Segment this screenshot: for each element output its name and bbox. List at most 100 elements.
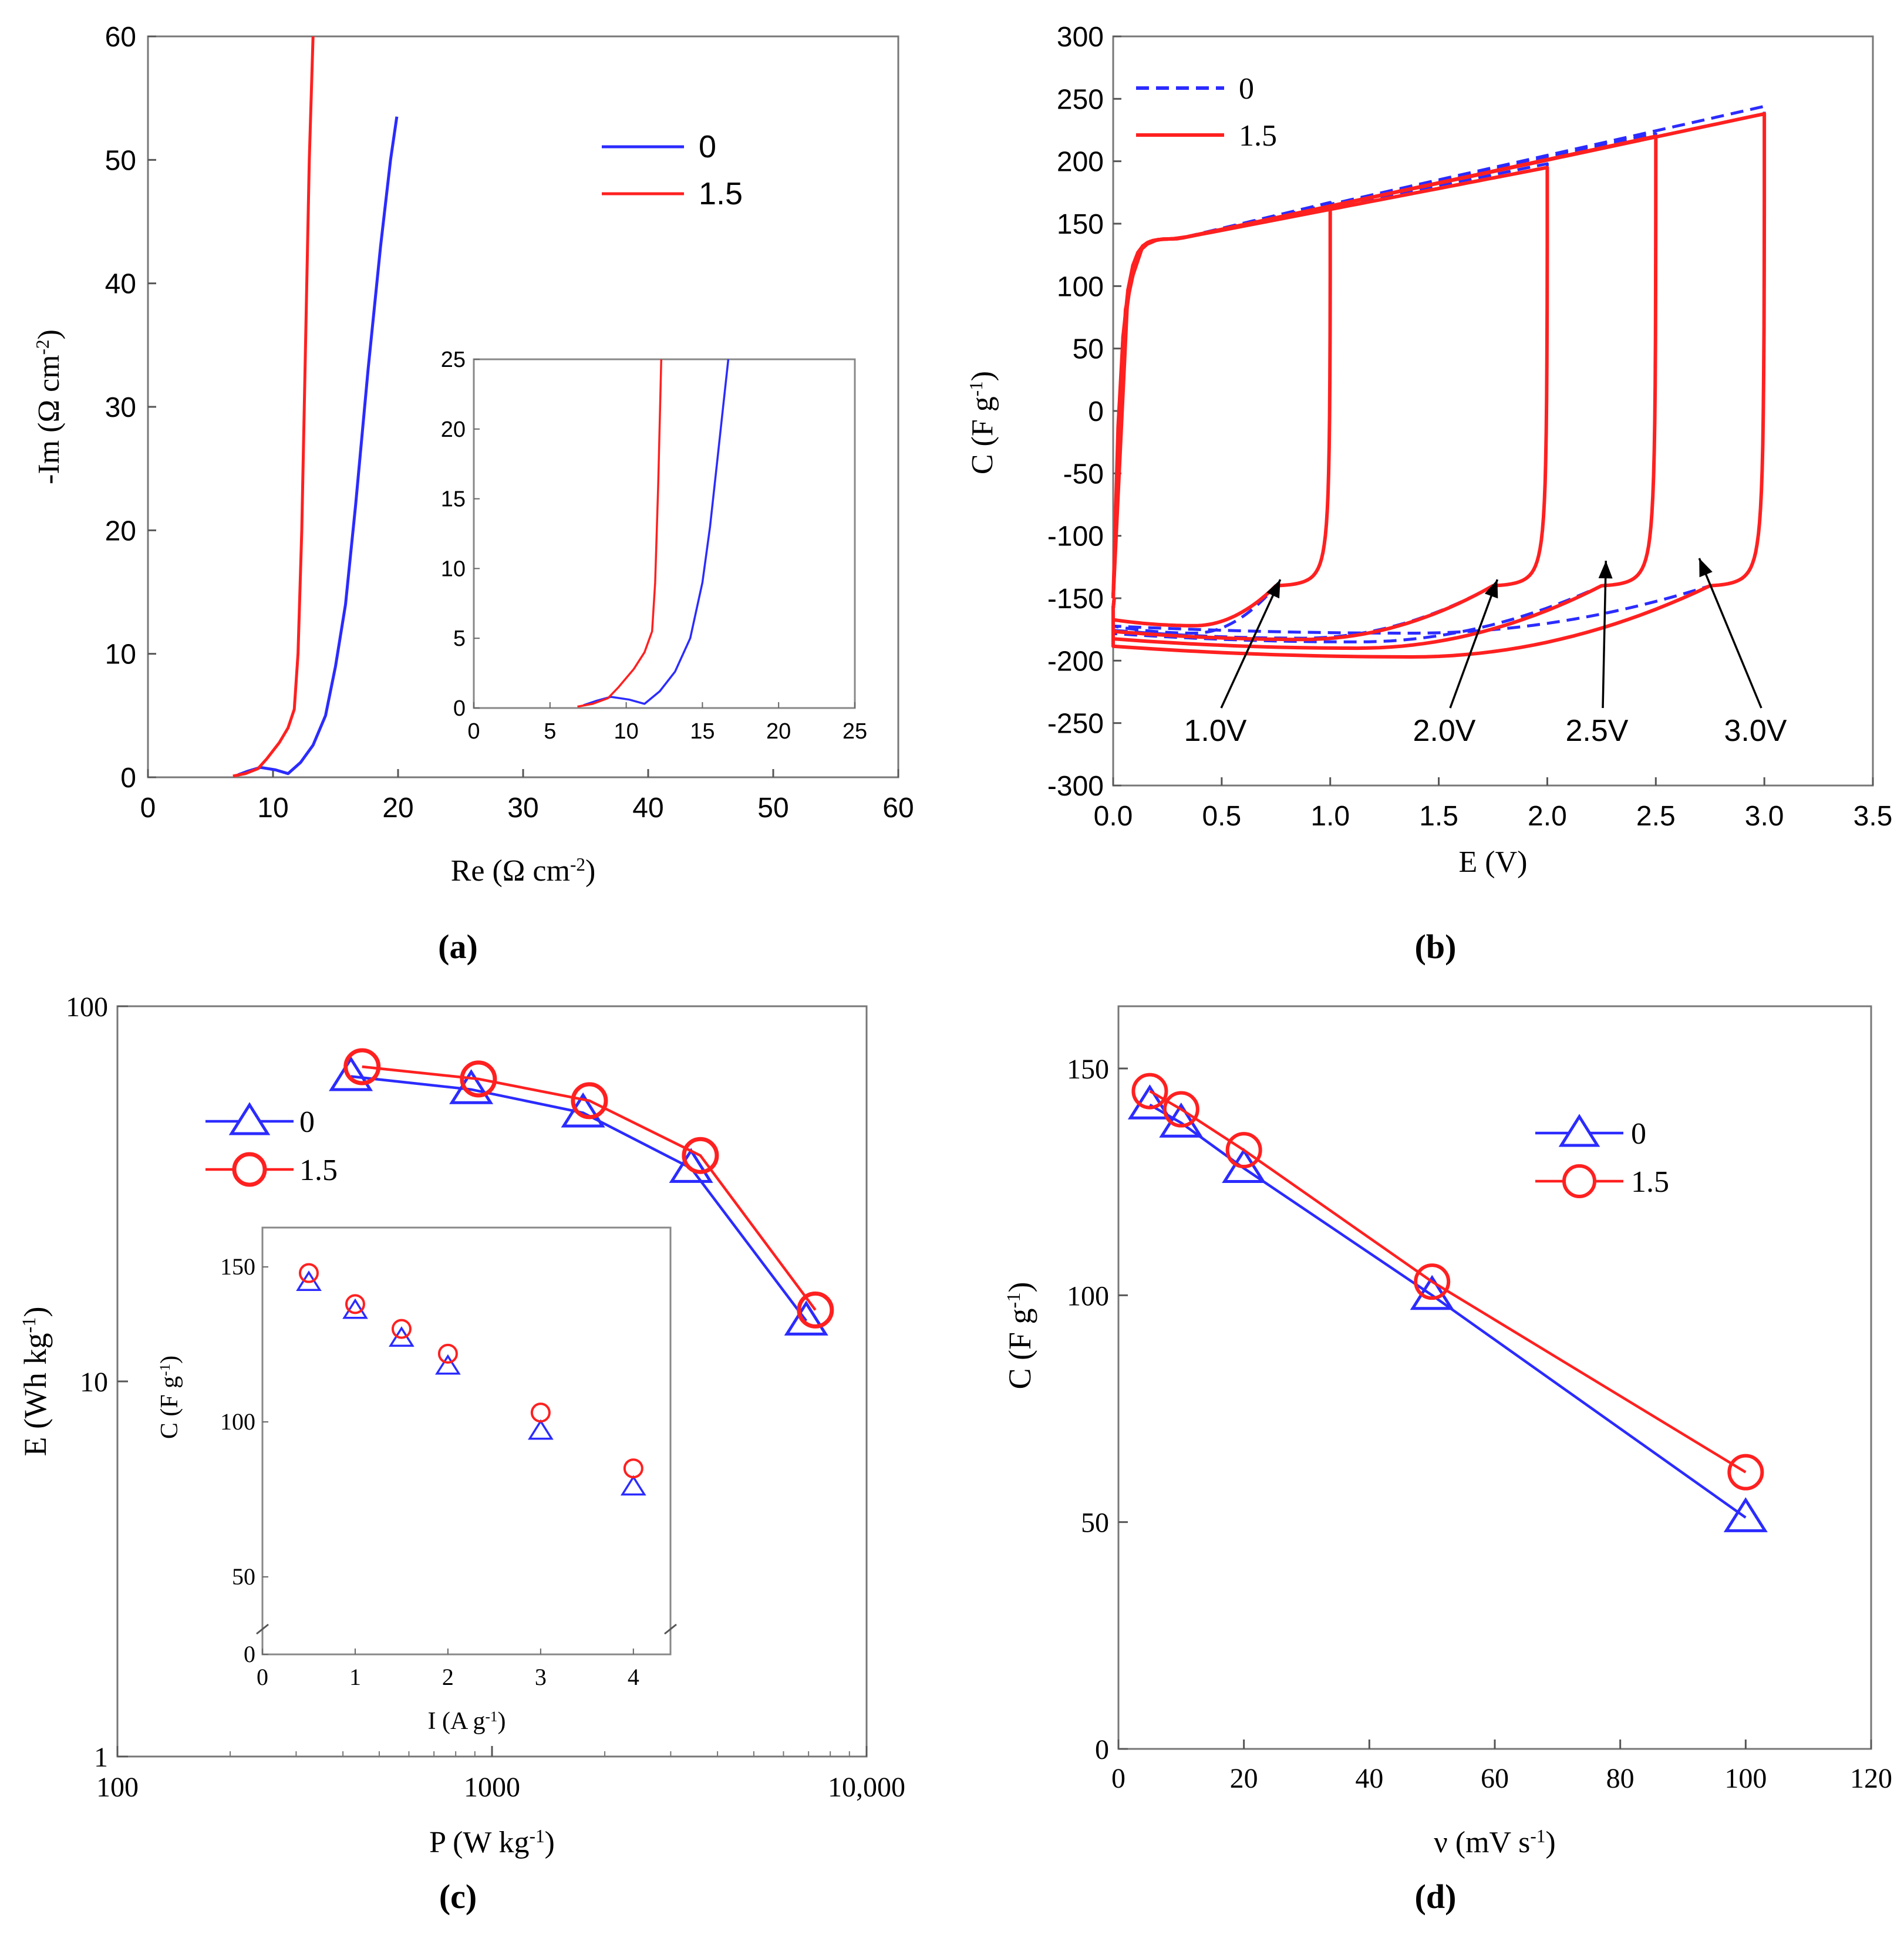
annotation-arrow-head	[1484, 579, 1498, 599]
x-tick-label: 100	[96, 1772, 139, 1803]
inset-y-tick-label: 10	[441, 557, 466, 581]
x-tick-label: 120	[1850, 1763, 1892, 1794]
x-tick-label: 1.0	[1310, 801, 1350, 832]
inset-y-tick-label: 25	[441, 348, 466, 372]
data-point-0	[561, 1092, 605, 1128]
voltage-annotation: 2.5V	[1566, 714, 1629, 748]
cv-loop-0-2.5	[1111, 132, 1657, 643]
y-tick-label: 40	[105, 269, 136, 300]
y-tick-label: 50	[105, 145, 136, 176]
inset-x-tick-label: 10	[614, 719, 638, 744]
inset-x-tick-label: 20	[766, 719, 791, 744]
inset-data-point-0	[342, 1298, 368, 1319]
inset-x-axis-label: I (A g-1)	[428, 1708, 506, 1735]
y-tick-label: 0	[1088, 396, 1104, 427]
inset-data-point-1.5	[530, 1403, 551, 1423]
inset-series-line-0	[583, 359, 730, 706]
inset-y-axis-label: C (F g-1)	[156, 1356, 183, 1439]
inset-y-tick-label: 0	[453, 696, 466, 721]
legend-label: 1.5	[1631, 1165, 1669, 1199]
x-tick-label: 0.0	[1094, 801, 1133, 832]
inset-x-tick-label: 0	[467, 719, 480, 744]
inset-x-tick-label: 1	[349, 1664, 361, 1690]
annotation-arrow-head	[1598, 561, 1613, 579]
inset-data-point-0	[435, 1354, 461, 1375]
series-line-1.5	[232, 36, 315, 778]
legend-label: 0	[699, 129, 716, 164]
inset-y-tick-label: 50	[232, 1563, 255, 1590]
inset-data-point-1.5	[437, 1343, 458, 1364]
x-tick-label: 40	[1355, 1763, 1383, 1794]
x-tick-label: 3.5	[1854, 801, 1893, 832]
y-tick-label: -150	[1047, 584, 1104, 615]
annotation-arrow-head	[1266, 579, 1280, 599]
x-axis-label: E (V)	[1459, 845, 1528, 879]
legend-label: 0	[1239, 72, 1254, 106]
cv-loop-1.5-2	[1111, 166, 1549, 642]
data-point-1.5	[797, 1291, 834, 1329]
panel-labels: (a) (b) (c) (d)	[438, 928, 1456, 1916]
plot-frame	[1112, 35, 1874, 787]
legend-label: 1.5	[699, 176, 743, 211]
x-tick-label: 2.5	[1636, 801, 1676, 832]
y-axis-label: C (F g-1)	[966, 371, 1000, 474]
x-tick-label: 0	[140, 793, 156, 824]
panel-label-a: (a)	[438, 928, 478, 966]
y-tick-label: 300	[1057, 22, 1104, 53]
y-tick-label: -200	[1047, 646, 1104, 677]
data-point-0	[1723, 1497, 1768, 1532]
voltage-annotation: 2.0V	[1413, 714, 1476, 748]
legend-marker-1.5	[232, 1152, 267, 1187]
panel-b: 0.0 0.5 1.0 1.5 2.0 2.5 3.0 3.5 -300 -250 -200 -150…	[966, 22, 1893, 879]
x-tick-label: 60	[1481, 1763, 1509, 1794]
inset-x-tick-label: 25	[843, 719, 867, 744]
inset-y-tick-label: 0	[244, 1641, 255, 1667]
y-tick-label: 50	[1081, 1508, 1109, 1539]
y-tick-label: 150	[1067, 1054, 1109, 1085]
x-tick-label: 80	[1606, 1763, 1635, 1794]
y-tick-label: -250	[1047, 709, 1104, 740]
data-point-0	[449, 1069, 494, 1104]
y-tick-label: -100	[1047, 521, 1104, 552]
data-point-1.5	[1225, 1132, 1262, 1169]
y-tick-label: 150	[1057, 209, 1104, 240]
x-tick-label: 3.0	[1745, 801, 1784, 832]
y-tick-label: 1	[94, 1742, 108, 1773]
y-tick-label: 100	[1067, 1280, 1109, 1312]
data-point-1.5	[460, 1060, 497, 1098]
inset-frame	[261, 1226, 672, 1656]
data-point-0	[1222, 1148, 1266, 1183]
x-tick-label: 10,000	[828, 1772, 905, 1803]
data-point-0	[669, 1148, 713, 1183]
x-tick-label: 0	[1111, 1763, 1125, 1794]
y-tick-label: 10	[105, 639, 136, 670]
inset-data-point-1.5	[623, 1458, 643, 1479]
series-line-0	[351, 1075, 807, 1322]
legend-marker-0	[1558, 1114, 1600, 1147]
series-line-1.5	[1149, 1090, 1747, 1474]
panel-label-d: (d)	[1415, 1877, 1457, 1916]
y-tick-label: 0	[120, 763, 136, 794]
data-point-1.5	[1162, 1091, 1199, 1128]
annotation-arrow-line	[1449, 579, 1499, 709]
data-point-1.5	[1727, 1454, 1764, 1491]
y-tick-label: 60	[105, 22, 136, 53]
x-axis-label: Re (Ω cm-2)	[451, 854, 596, 888]
y-tick-label: 100	[66, 992, 108, 1023]
data-point-1.5	[343, 1048, 381, 1086]
inset-data-point-1.5	[345, 1294, 365, 1314]
y-axis-label: E (Wh kg-1)	[18, 1307, 53, 1457]
series-line-1.5	[362, 1065, 817, 1311]
inset-y-tick-label: 150	[220, 1253, 255, 1280]
inset-x-tick-label: 5	[544, 719, 556, 744]
panel-label-c: (c)	[439, 1877, 477, 1916]
inset-x-tick-label: 0	[257, 1664, 268, 1690]
voltage-annotation: 3.0V	[1724, 714, 1787, 748]
x-tick-label: 20	[1230, 1763, 1258, 1794]
y-axis-label: -Im (Ω cm-2)	[32, 329, 66, 484]
annotation-arrow-head	[1699, 558, 1713, 578]
inset-data-point-0	[620, 1475, 646, 1496]
inset-data-point-1.5	[298, 1263, 319, 1283]
annotation-arrow-line	[1220, 579, 1282, 709]
